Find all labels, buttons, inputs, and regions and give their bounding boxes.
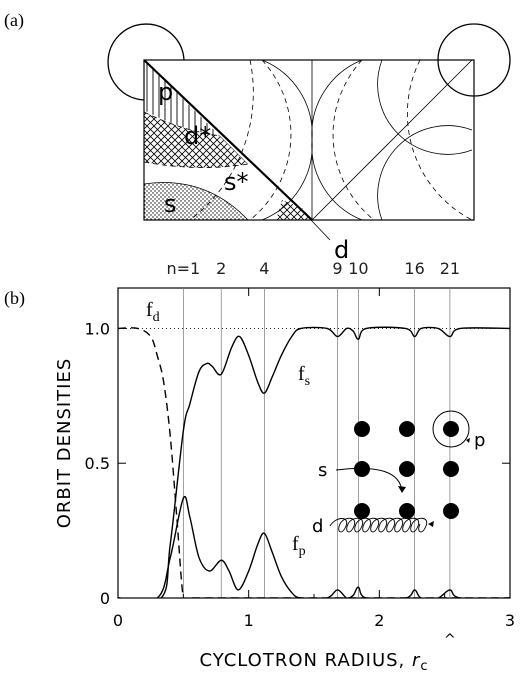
curve-label-fp: fp xyxy=(292,533,306,559)
inset-p-label: p xyxy=(474,430,485,451)
panel-a: (a) xyxy=(4,10,511,264)
region-s-star-label: s* xyxy=(224,168,249,196)
x-axis-title: CYCLOTRON RADIUS, rc xyxy=(199,650,428,673)
n-label: 16 xyxy=(404,259,424,278)
commensurate-lines xyxy=(182,288,451,598)
panel-b-label: (b) xyxy=(4,288,25,309)
antidot xyxy=(399,461,415,477)
n-label: 10 xyxy=(348,259,368,278)
x-axis-ticks: 0 1 2 3 xyxy=(113,288,515,630)
y-tick-label: 0 xyxy=(100,589,110,608)
n-label: 4 xyxy=(259,259,269,278)
antidot xyxy=(354,421,370,437)
n-label: 9 xyxy=(332,259,342,278)
y-tick-label: 1.0 xyxy=(85,319,110,338)
y-axis-title: ORBIT DENSITIES xyxy=(54,358,75,529)
antidot xyxy=(443,503,459,519)
inset-s-label: s xyxy=(318,460,327,481)
right-corner-circle xyxy=(437,23,475,97)
x-tick-label: 1 xyxy=(244,611,254,630)
antidot xyxy=(399,421,415,437)
d-orbit-loops xyxy=(329,517,428,533)
d-orbit-arrow xyxy=(428,521,434,527)
series-fd xyxy=(118,327,510,598)
antidot xyxy=(354,503,370,519)
left-corner-circle xyxy=(107,23,185,101)
x-tick-label: 3 xyxy=(505,611,515,630)
series-fp xyxy=(118,496,510,598)
commensurate-n-labels: n=1 2 4 9 10 16 21 xyxy=(166,259,460,278)
region-p-label: p xyxy=(158,78,173,106)
region-d-star-shading xyxy=(144,112,248,168)
p-orbit-circle xyxy=(432,410,470,448)
region-d-star-label: d* xyxy=(184,122,211,150)
panel-a-frame xyxy=(143,59,475,221)
y-axis-ticks: 0 0.5 1.0 xyxy=(85,319,510,608)
antidot xyxy=(354,461,370,477)
s-orbit-arrow xyxy=(398,486,406,493)
panel-a-orbit-arcs xyxy=(189,60,473,220)
antidot xyxy=(443,421,459,437)
region-d-label: d xyxy=(334,236,349,264)
region-s-label: s xyxy=(164,190,177,218)
x-tick-label: 0 xyxy=(113,611,123,630)
plot-frame xyxy=(117,287,511,599)
antidot xyxy=(443,461,459,477)
n-label: n=1 xyxy=(166,259,200,278)
antidot-lattice xyxy=(354,421,459,519)
x-axis-title-hat: ^ xyxy=(444,632,456,648)
y-tick-label: 0.5 xyxy=(85,454,110,473)
inset-lattice: p s d xyxy=(312,410,485,537)
region-d-shading xyxy=(276,200,312,220)
x-tick-label: 2 xyxy=(374,611,384,630)
inset-d-label: d xyxy=(312,516,323,537)
curve-label-fs: fs xyxy=(298,363,310,389)
n-label: 2 xyxy=(216,259,226,278)
p-orbit-arrow xyxy=(466,438,470,443)
series-curves xyxy=(118,326,510,598)
panel-a-label: (a) xyxy=(4,10,24,31)
region-s-shading xyxy=(144,182,248,220)
d-orbit-spiral xyxy=(329,517,434,533)
series-fs xyxy=(118,326,510,598)
panel-b: (b) n=1 2 4 9 10 16 21 0 1 2 3 0 0.5 1.0 fd fs fp p… xyxy=(4,259,515,673)
curve-label-fd: fd xyxy=(146,299,160,325)
antidot xyxy=(399,503,415,519)
n-label: 21 xyxy=(440,259,460,278)
